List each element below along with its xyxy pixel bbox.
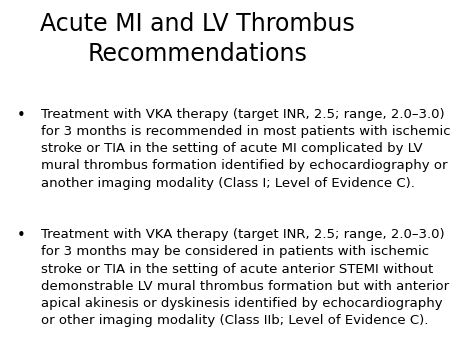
Text: •: • [17,228,26,243]
Text: Acute MI and LV Thrombus
Recommendations: Acute MI and LV Thrombus Recommendations [40,12,355,66]
Text: Treatment with VKA therapy (target INR, 2.5; range, 2.0–3.0)
for 3 months may be: Treatment with VKA therapy (target INR, … [41,228,449,327]
Text: Treatment with VKA therapy (target INR, 2.5; range, 2.0–3.0)
for 3 months is rec: Treatment with VKA therapy (target INR, … [41,108,450,190]
Text: •: • [17,108,26,123]
